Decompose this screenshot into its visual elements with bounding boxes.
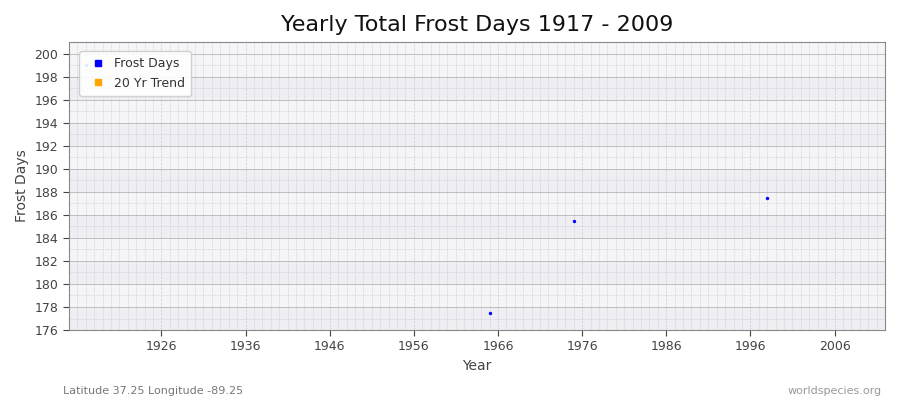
- Bar: [68, 100, 885, 123]
- X-axis label: Year: Year: [463, 359, 491, 373]
- Bar: [68, 146, 885, 169]
- Bar: [68, 284, 885, 307]
- Point: [78, 62, 93, 68]
- Bar: [68, 261, 885, 284]
- Bar: [68, 77, 885, 100]
- Title: Yearly Total Frost Days 1917 - 2009: Yearly Total Frost Days 1917 - 2009: [281, 15, 673, 35]
- Bar: [68, 215, 885, 238]
- Bar: [68, 307, 885, 330]
- Bar: [68, 192, 885, 215]
- Bar: [68, 238, 885, 261]
- Legend: Frost Days, 20 Yr Trend: Frost Days, 20 Yr Trend: [79, 51, 192, 96]
- Bar: [68, 169, 885, 192]
- Point: [566, 218, 580, 224]
- Bar: [68, 54, 885, 77]
- Point: [760, 194, 774, 201]
- Y-axis label: Frost Days: Frost Days: [15, 150, 29, 222]
- Bar: [68, 123, 885, 146]
- Text: worldspecies.org: worldspecies.org: [788, 386, 882, 396]
- Text: Latitude 37.25 Longitude -89.25: Latitude 37.25 Longitude -89.25: [63, 386, 243, 396]
- Point: [482, 310, 497, 316]
